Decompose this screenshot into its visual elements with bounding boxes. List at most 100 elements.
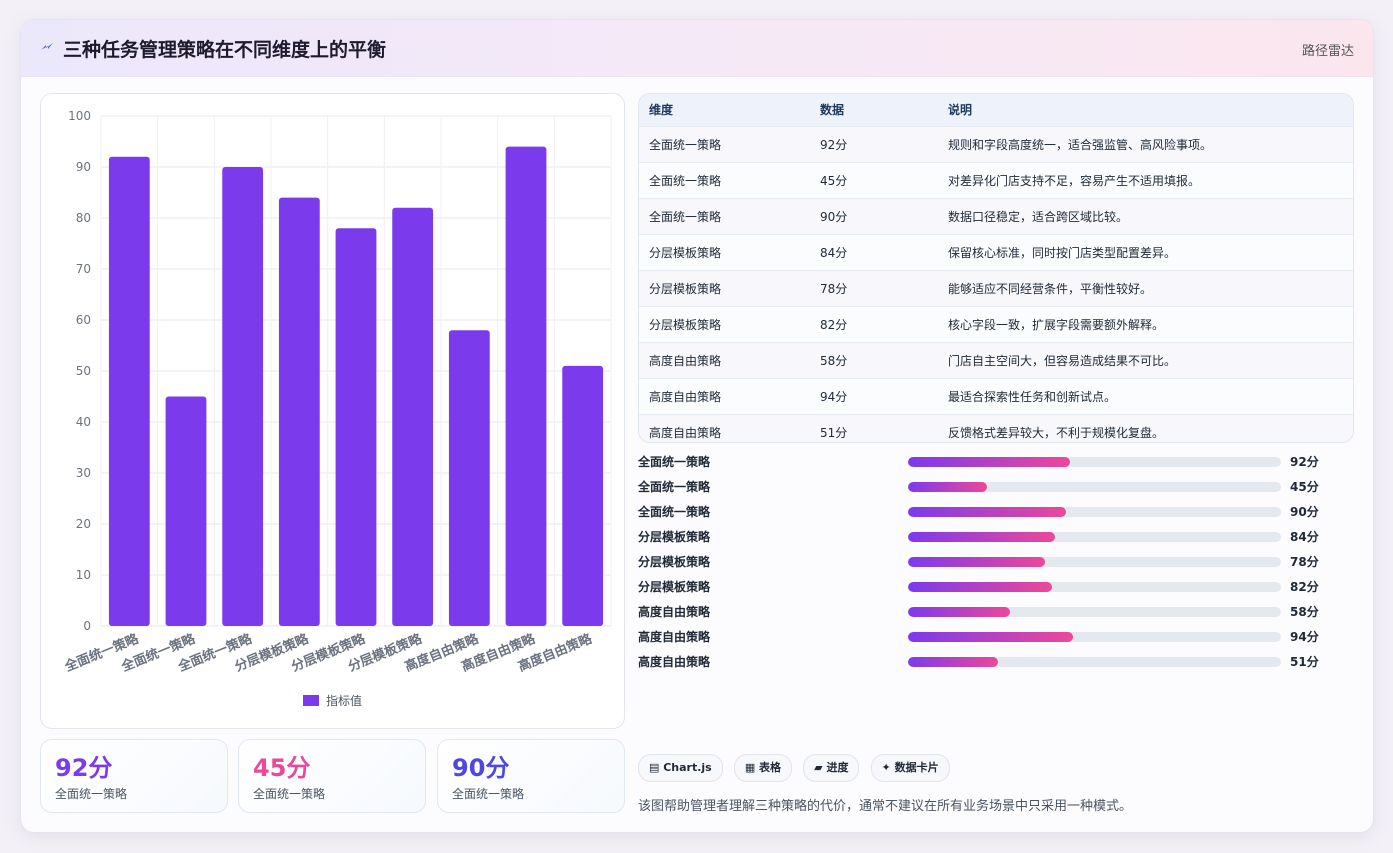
bar [165,396,207,626]
cell-value: 51分 [810,413,938,442]
progress-track [908,607,1281,617]
progress-label: 高度自由策略 [638,655,711,669]
legend-label: 指标值 [326,693,362,708]
progress-label: 高度自由策略 [638,605,711,619]
cell-value: 45分 [810,161,938,198]
cell-description: 对差异化门店支持不足，容易产生不适用填报。 [938,161,1353,198]
progress-fill [908,632,1073,642]
bar-chart-panel: 0 10 20 30 40 50 60 70 80 90 100 全面统一策略 全面统一策略 全面统一策略… [40,93,625,729]
data-table-panel: 维度 数据 说明 全面统一策略 92分 规则和字段高度统一，适合强监管、高风险事项。… [638,93,1354,443]
progress-track [908,632,1281,642]
progress-row: 全面统一策略 90分 [638,502,1352,527]
progress-track [908,582,1281,592]
progress-track [908,657,1281,667]
bar [505,146,547,626]
progress-list: 全面统一策略 92分 全面统一策略 45分 全面统一策略 90分 分层模板策略 84分 … [638,452,1352,677]
column-header: 维度 [649,103,674,118]
bar [562,365,604,626]
cell-description: 规则和字段高度统一，适合强监管、高风险事项。 [938,125,1353,162]
cell-dimension: 高度自由策略 [639,413,810,442]
header-bar: 三种任务管理策略在不同维度上的平衡 路径雷达 [21,20,1373,77]
progress-row: 全面统一策略 45分 [638,477,1352,502]
table-row: 高度自由策略 94分 最适合探索性任务和创新试点。 [639,377,1353,414]
progress-row: 高度自由策略 94分 [638,627,1352,652]
table-row: 分层模板策略 82分 核心字段一致，扩展字段需要额外解释。 [639,305,1353,342]
cell-description: 数据口径稳定，适合跨区域比较。 [938,197,1353,234]
cell-dimension: 分层模板策略 [639,233,810,270]
chip-progress[interactable]: ▰ 进度 [803,754,860,782]
cell-dimension: 全面统一策略 [639,161,810,198]
progress-value: 84分 [1290,530,1319,544]
progress-value: 94分 [1290,630,1319,644]
bar [448,330,490,626]
cell-dimension: 分层模板策略 [639,269,810,306]
progress-track [908,557,1281,567]
progress-track [908,507,1281,517]
progress-value: 58分 [1290,605,1319,619]
y-tick-label: 40 [76,415,91,429]
data-table: 维度 数据 说明 全面统一策略 92分 规则和字段高度统一，适合强监管、高风险事项。… [639,94,1353,442]
cell-value: 92分 [810,125,938,162]
y-tick-label: 20 [76,517,91,531]
chip-chartjs[interactable]: ▤ Chart.js [638,754,723,782]
progress-fill [908,457,1070,467]
cell-description: 能够适应不同经营条件，平衡性较好。 [938,269,1353,306]
stat-value: 92分 [55,754,113,782]
progress-row: 高度自由策略 51分 [638,652,1352,677]
legend-swatch [303,695,319,706]
progress-row: 分层模板策略 78分 [638,552,1352,577]
y-tick-label: 30 [76,466,91,480]
y-tick-label: 100 [68,109,91,123]
y-tick-label: 0 [83,619,91,633]
stat-value: 45分 [253,754,311,782]
progress-label: 全面统一策略 [638,455,711,469]
stat-card: 45分 全面统一策略 [238,739,426,813]
progress-row: 分层模板策略 82分 [638,577,1352,602]
bar [392,207,434,627]
bar [222,167,264,626]
progress-row: 高度自由策略 58分 [638,602,1352,627]
cell-value: 82分 [810,305,938,342]
progress-fill [908,657,998,667]
progress-fill [908,582,1052,592]
progress-fill [908,557,1045,567]
chip-table[interactable]: ▦ 表格 [733,754,793,782]
progress-label: 分层模板策略 [638,580,711,594]
progress-value: 90分 [1290,505,1319,519]
progress-value: 51分 [1290,655,1319,669]
table-row: 高度自由策略 58分 门店自主空间大，但容易造成结果不可比。 [639,341,1353,378]
table-row: 分层模板策略 78分 能够适应不同经营条件，平衡性较好。 [639,269,1353,306]
header-tag[interactable]: 路径雷达 [1301,44,1354,59]
y-tick-label: 60 [76,313,91,327]
progress-track [908,482,1281,492]
progress-value: 78分 [1290,555,1319,569]
cell-description: 最适合探索性任务和创新试点。 [938,377,1353,414]
table-row: 全面统一策略 90分 数据口径稳定，适合跨区域比较。 [639,197,1353,234]
progress-fill [908,532,1056,542]
stat-value: 90分 [452,754,510,782]
stat-label: 全面统一策略 [55,787,128,801]
progress-value: 82分 [1290,580,1319,594]
y-tick-label: 80 [76,211,91,225]
cell-description: 保留核心标准，同时按门店类型配置差异。 [938,233,1353,270]
progress-fill [908,607,1010,617]
progress-row: 分层模板策略 84分 [638,527,1352,552]
column-header: 说明 [948,103,973,118]
bar [278,197,320,626]
progress-value: 92分 [1290,455,1319,469]
dashboard-card: 三种任务管理策略在不同维度上的平衡 路径雷达 0 10 20 30 40 50 60 70 80… [20,19,1374,833]
bar [335,228,377,626]
progress-track [908,457,1281,467]
lightning-icon [41,43,53,50]
table-row: 分层模板策略 84分 保留核心标准，同时按门店类型配置差异。 [639,233,1353,270]
cell-dimension: 高度自由策略 [639,377,810,414]
progress-label: 全面统一策略 [638,505,711,519]
cell-value: 58分 [810,341,938,378]
cell-value: 78分 [810,269,938,306]
cell-dimension: 高度自由策略 [639,341,810,378]
progress-label: 全面统一策略 [638,480,711,494]
stat-label: 全面统一策略 [452,787,525,801]
cell-description: 核心字段一致，扩展字段需要额外解释。 [938,305,1353,342]
chip-data-cards[interactable]: ✦ 数据卡片 [870,754,950,782]
cell-dimension: 分层模板策略 [639,305,810,342]
